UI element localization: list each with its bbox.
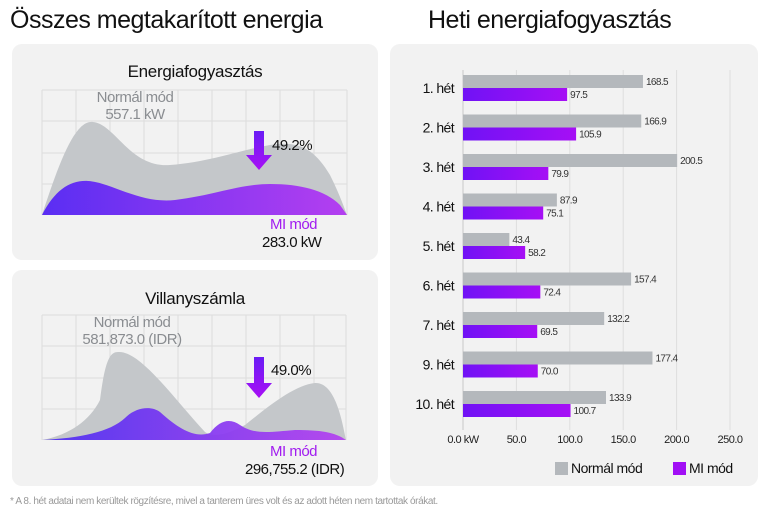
bar-value-label: 132.2 <box>607 314 630 325</box>
bar-value-label: 69.5 <box>540 327 558 338</box>
bar-value-label: 105.9 <box>579 130 602 141</box>
x-tick-label: 150.0 <box>611 434 636 446</box>
normal-mode-value: 581,873.0 (IDR) <box>82 331 182 348</box>
energy-normal-label: Normál mód 557.1 kW <box>85 89 185 123</box>
bar-value-label: 79.9 <box>551 169 569 180</box>
down-arrow-icon <box>246 131 272 170</box>
bar-ai <box>463 246 526 259</box>
legend-normal: Normál mód <box>555 460 643 476</box>
x-tick-label: 250.0 <box>717 434 742 446</box>
legend-label: MI mód <box>689 460 733 476</box>
bar-value-label: 157.4 <box>634 275 657 286</box>
bar-value-label: 168.5 <box>646 77 669 88</box>
category-label: 7. hét <box>423 317 455 333</box>
energy-ai-value: 283.0 kW <box>262 234 322 251</box>
bar-normal <box>463 154 678 167</box>
bar-value-label: 75.1 <box>546 209 564 220</box>
energy-area-chart <box>41 89 348 215</box>
right-title: Heti energiafogyasztás <box>428 6 672 34</box>
left-title: Összes megtakarított energia <box>10 6 323 34</box>
bar-value-label: 133.9 <box>609 393 632 404</box>
bar-normal <box>463 75 643 88</box>
bar-value-label: 177.4 <box>655 354 678 365</box>
category-label: 2. hét <box>423 120 455 136</box>
legend-ai: MI mód <box>673 460 733 476</box>
energy-reduction: 49.2% <box>272 137 313 154</box>
legend-swatch-normal <box>555 461 568 475</box>
category-label: 4. hét <box>423 199 455 215</box>
normal-mode-value: 557.1 kW <box>105 106 165 123</box>
bill-normal-label: Normál mód 581,873.0 (IDR) <box>72 314 192 348</box>
x-tick-label: 200.0 <box>664 434 689 446</box>
legend-swatch-ai <box>673 461 686 475</box>
x-tick-label: 100.0 <box>557 434 582 446</box>
ai-mode-area <box>42 180 347 215</box>
category-label: 1. hét <box>423 80 455 96</box>
category-label: 3. hét <box>423 159 455 175</box>
bill-reduction: 49.0% <box>271 362 312 379</box>
bar-normal <box>463 272 632 286</box>
grid-lines <box>41 314 347 440</box>
normal-mode-label: Normál mód <box>96 89 174 106</box>
bar-ai <box>463 285 541 299</box>
bar-ai <box>463 206 544 220</box>
bar-normal <box>463 233 510 246</box>
normal-mode-label: Normál mód <box>93 314 171 331</box>
down-arrow-icon <box>246 357 272 398</box>
bar-value-label: 166.9 <box>644 117 667 128</box>
normal-mode-area <box>42 351 346 440</box>
bar-normal <box>463 114 642 128</box>
category-label: 9. hét <box>423 357 455 373</box>
ai-mode-area <box>42 408 346 440</box>
bar-ai <box>463 88 568 101</box>
energy-ai-label: MI mód <box>270 216 318 233</box>
bill-panel-title: Villanyszámla <box>145 289 245 308</box>
bill-ai-label: MI mód <box>270 443 318 460</box>
bill-area-chart <box>41 314 347 440</box>
bar-normal <box>463 391 607 404</box>
bill-ai-value: 296,755.2 (IDR) <box>245 461 345 478</box>
bar-ai <box>463 127 577 141</box>
bar-ai <box>463 167 549 180</box>
x-tick-label: 50.0 <box>507 434 527 446</box>
category-label: 5. hét <box>423 238 455 254</box>
category-label: 10. hét <box>415 396 454 412</box>
category-label: 6. hét <box>423 278 455 294</box>
bar-ai <box>463 325 538 338</box>
footnote: * A 8. hét adatai nem kerültek rögzítésr… <box>10 496 438 507</box>
bar-value-label: 58.2 <box>528 248 546 259</box>
energy-panel-title: Energiafogyasztás <box>127 62 263 81</box>
x-tick-label: 0.0 kW <box>447 434 479 446</box>
bar-value-label: 72.4 <box>543 288 561 299</box>
bar-normal <box>463 193 557 207</box>
bar-value-label: 70.0 <box>541 367 559 378</box>
bar-normal <box>463 351 653 365</box>
bar-ai <box>463 364 538 378</box>
bar-value-label: 87.9 <box>560 196 578 207</box>
bar-normal <box>463 312 605 325</box>
weekly-bar-chart: 0.0 kW 50.0 100.0 150.0 200.0 250.0 1. hét 168.… <box>415 70 743 446</box>
bar-value-label: 97.5 <box>570 90 588 101</box>
legend-label: Normál mód <box>571 460 643 476</box>
bar-ai <box>463 404 571 417</box>
bar-value-label: 100.7 <box>574 406 597 417</box>
bar-value-label: 200.5 <box>680 156 703 167</box>
bar-value-label: 43.4 <box>512 235 530 246</box>
